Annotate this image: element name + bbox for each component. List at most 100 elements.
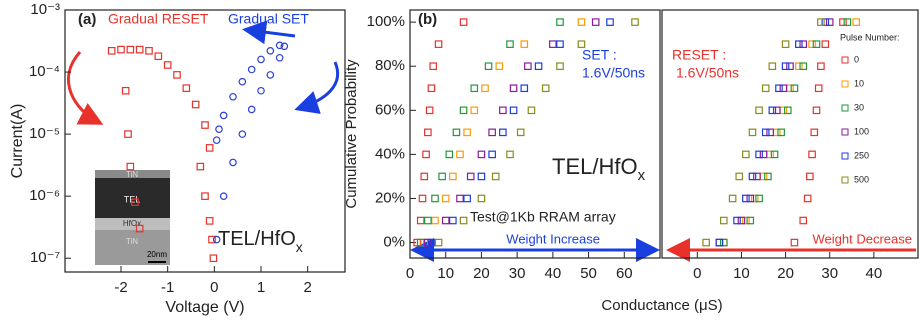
point [557, 41, 563, 47]
x-tick-label: 60 [616, 265, 633, 282]
arrow [68, 52, 98, 122]
point [853, 19, 859, 25]
figure: TiN TEL HfOx TiN 20nm (a) Gradual RESET … [0, 0, 920, 323]
y-tick-label: 10⁻⁷ [30, 249, 60, 266]
x-tick-label: 0 [693, 265, 701, 282]
point [439, 173, 445, 179]
annotation: Weight Decrease [813, 231, 912, 246]
legend-label: 250 [854, 150, 869, 160]
annotation: Gradual SET [228, 11, 309, 27]
annotation: 1.6V/50ns [676, 65, 739, 81]
point [760, 151, 766, 157]
point [183, 85, 189, 91]
point [432, 217, 438, 223]
point [729, 195, 735, 201]
point [230, 94, 236, 100]
point [421, 173, 427, 179]
x-tick-label: 10 [437, 265, 454, 282]
point [809, 151, 815, 157]
point [174, 72, 180, 78]
point [485, 63, 491, 69]
point [446, 151, 452, 157]
point [521, 85, 527, 91]
y-tick-label: 40% [375, 145, 405, 162]
point [489, 151, 495, 157]
point [426, 107, 432, 113]
x-tick-label: 30 [509, 265, 526, 282]
point [767, 151, 773, 157]
point [164, 62, 170, 68]
point [760, 173, 766, 179]
point [425, 217, 431, 223]
point [751, 195, 757, 201]
point [453, 129, 459, 135]
point [734, 217, 740, 223]
point [464, 195, 470, 201]
point [507, 41, 513, 47]
point [220, 112, 226, 118]
y-tick-label: 10⁻³ [30, 1, 60, 18]
point [813, 107, 819, 113]
point [804, 195, 810, 201]
x-tick-label: 0 [406, 265, 414, 282]
point [785, 107, 791, 113]
annotation: SET : [582, 47, 617, 63]
point [813, 41, 819, 47]
y-tick-label: 100% [367, 13, 405, 30]
point [258, 56, 264, 62]
point [213, 137, 219, 143]
legend-label: 10 [854, 78, 864, 88]
point [267, 48, 273, 54]
point [457, 151, 463, 157]
x-tick-label: 20 [473, 265, 490, 282]
point [818, 19, 824, 25]
annotation: TEL/HfOx [552, 154, 646, 185]
arrow [300, 62, 338, 108]
point [127, 46, 133, 52]
point [423, 151, 429, 157]
point [578, 19, 584, 25]
point [809, 41, 815, 47]
point [496, 63, 502, 69]
y-tick-label: 10⁻⁴ [29, 63, 60, 80]
x-tick-label: 2 [303, 279, 311, 296]
inset-label: HfOx [123, 219, 141, 228]
point [749, 129, 755, 135]
point [796, 41, 802, 47]
point [464, 129, 470, 135]
point [765, 173, 771, 179]
point [435, 239, 441, 245]
point [721, 239, 727, 245]
legend-label: 30 [854, 102, 864, 112]
point [525, 63, 531, 69]
annotation: Gradual RESET [108, 11, 209, 27]
point [450, 217, 456, 223]
inset-label: TiN [126, 237, 138, 246]
point [443, 195, 449, 201]
point [267, 72, 273, 78]
point [822, 19, 828, 25]
y-tick-label: 80% [375, 57, 405, 74]
point [778, 129, 784, 135]
point [430, 63, 436, 69]
point [721, 217, 727, 223]
point [800, 217, 806, 223]
point [471, 85, 477, 91]
y-tick-label: 20% [375, 189, 405, 206]
point [763, 85, 769, 91]
point [216, 126, 222, 132]
point [478, 195, 484, 201]
point [450, 173, 456, 179]
point [276, 55, 282, 61]
point [557, 63, 563, 69]
x-tick-label: -1 [161, 279, 174, 296]
point [756, 107, 762, 113]
point [500, 129, 506, 135]
point [239, 131, 245, 137]
point [754, 173, 760, 179]
point [471, 107, 477, 113]
point [703, 239, 709, 245]
point [550, 41, 556, 47]
point [248, 106, 254, 112]
point [457, 195, 463, 201]
